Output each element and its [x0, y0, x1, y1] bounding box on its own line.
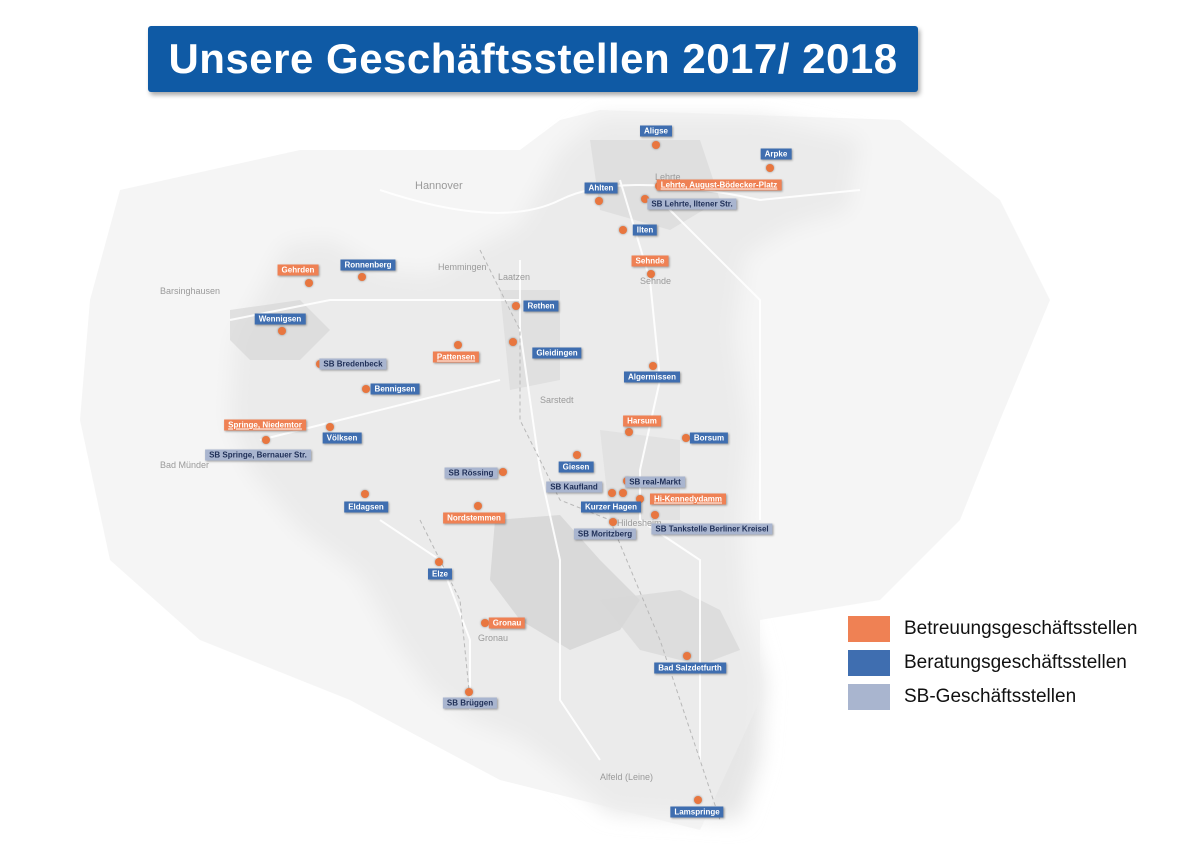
- branch-dot[interactable]: [649, 362, 657, 370]
- branch-label-sb[interactable]: SB Bredenbeck: [319, 358, 387, 370]
- branch-label-beratung[interactable]: Elze: [427, 568, 453, 580]
- place-name-hannover: Hannover: [415, 180, 463, 192]
- branch-dot[interactable]: [647, 270, 655, 278]
- branch-dot[interactable]: [694, 796, 702, 804]
- legend: Betreuungsgeschäftsstellen Beratungsgesc…: [848, 612, 1188, 714]
- branch-dot[interactable]: [361, 490, 369, 498]
- place-name-lehrte: Lehrte: [655, 172, 681, 182]
- branch-label-sb[interactable]: SB Rössing: [444, 467, 498, 479]
- branch-dot[interactable]: [619, 489, 627, 497]
- branch-label-beratung[interactable]: Kurzer Hagen: [580, 501, 642, 513]
- branch-dot[interactable]: [573, 451, 581, 459]
- branch-dot[interactable]: [619, 226, 627, 234]
- legend-item-betreuung: Betreuungsgeschäftsstellen: [848, 612, 1188, 646]
- branch-dot[interactable]: [499, 468, 507, 476]
- place-name-hildesheim: Hildesheim: [617, 518, 662, 528]
- branch-label-beratung[interactable]: Giesen: [558, 461, 594, 473]
- branch-dot[interactable]: [454, 341, 462, 349]
- branch-dot[interactable]: [641, 195, 649, 203]
- branch-label-beratung[interactable]: Ronnenberg: [340, 259, 396, 271]
- branch-dot[interactable]: [262, 436, 270, 444]
- branch-dot[interactable]: [509, 338, 517, 346]
- branch-label-betreuung[interactable]: Sehnde: [631, 255, 669, 267]
- branch-label-beratung[interactable]: Aligse: [639, 125, 673, 137]
- place-name-sarstedt: Sarstedt: [540, 395, 574, 405]
- branch-label-sb[interactable]: SB Moritzberg: [573, 528, 637, 540]
- branch-dot[interactable]: [609, 518, 617, 526]
- legend-label: Betreuungsgeschäftsstellen: [904, 618, 1138, 639]
- branch-label-betreuung[interactable]: Lehrte, August-Bödecker-Platz: [656, 179, 782, 191]
- branch-label-sb[interactable]: SB Springe, Bernauer Str.: [205, 449, 311, 461]
- page-title: Unsere Geschäftsstellen 2017/ 2018: [168, 35, 898, 82]
- branch-label-sb[interactable]: SB Tankstelle Berliner Kreisel: [651, 523, 773, 535]
- branch-dot[interactable]: [435, 558, 443, 566]
- branch-dot[interactable]: [362, 385, 370, 393]
- legend-swatch-sb: [848, 684, 890, 710]
- branch-label-betreuung[interactable]: Hi-Kennedydamm: [649, 493, 727, 505]
- legend-item-sb: SB-Geschäftsstellen: [848, 680, 1188, 714]
- place-name-alfeld: Alfeld (Leine): [600, 772, 654, 782]
- branch-label-beratung[interactable]: Völksen: [322, 432, 362, 444]
- branch-label-beratung[interactable]: Lamspringe: [670, 806, 724, 818]
- branch-dot[interactable]: [682, 434, 690, 442]
- branch-label-beratung[interactable]: Bennigsen: [370, 383, 420, 395]
- legend-swatch-betreuung: [848, 616, 890, 642]
- branch-label-sb[interactable]: SB Kaufland: [546, 481, 602, 493]
- branch-label-beratung[interactable]: Gleidingen: [532, 347, 582, 359]
- place-name-hemmingen: Hemmingen: [438, 262, 487, 272]
- place-name-laatzen: Laatzen: [498, 272, 531, 282]
- branch-dot[interactable]: [305, 279, 313, 287]
- place-name-gronau: Gronau: [478, 633, 509, 643]
- branch-dot[interactable]: [481, 619, 489, 627]
- title-banner: Unsere Geschäftsstellen 2017/ 2018: [148, 26, 918, 92]
- branch-dot[interactable]: [766, 164, 774, 172]
- branch-label-beratung[interactable]: Bad Salzdetfurth: [654, 662, 726, 674]
- branch-label-sb[interactable]: SB real-Markt: [625, 476, 685, 488]
- branch-label-beratung[interactable]: Wennigsen: [254, 313, 306, 325]
- place-name-sehnde: Sehnde: [640, 276, 672, 286]
- branch-dot[interactable]: [608, 489, 616, 497]
- legend-swatch-beratung: [848, 650, 890, 676]
- legend-label: SB-Geschäftsstellen: [904, 686, 1077, 707]
- branch-dot[interactable]: [652, 141, 660, 149]
- branch-label-betreuung[interactable]: Gehrden: [277, 264, 319, 276]
- branch-dot[interactable]: [651, 511, 659, 519]
- branch-dot[interactable]: [474, 502, 482, 510]
- branch-label-beratung[interactable]: Borsum: [689, 432, 729, 444]
- branch-label-betreuung[interactable]: Pattensen: [432, 351, 480, 363]
- legend-label: Beratungsgeschäftsstellen: [904, 652, 1127, 673]
- branch-dot[interactable]: [358, 273, 366, 281]
- branch-label-beratung[interactable]: Arpke: [760, 148, 792, 160]
- branch-label-beratung[interactable]: Ahlten: [584, 182, 618, 194]
- place-name-barsinghausen: Barsinghausen: [160, 286, 221, 296]
- branch-dot[interactable]: [625, 428, 633, 436]
- branch-label-beratung[interactable]: Rethen: [523, 300, 559, 312]
- branch-label-betreuung[interactable]: Gronau: [488, 617, 526, 629]
- legend-item-beratung: Beratungsgeschäftsstellen: [848, 646, 1188, 680]
- branch-dot[interactable]: [512, 302, 520, 310]
- branch-label-betreuung[interactable]: Springe, Niedemtor: [224, 419, 306, 431]
- branch-dot[interactable]: [683, 652, 691, 660]
- rail-lines: [419, 249, 721, 821]
- branch-label-beratung[interactable]: Ilten: [632, 224, 658, 236]
- place-name-bad-muender: Bad Münder: [160, 460, 210, 470]
- branch-label-sb[interactable]: SB Brüggen: [442, 697, 498, 709]
- branch-label-sb[interactable]: SB Lehrte, Iltener Str.: [647, 198, 737, 210]
- branch-label-beratung[interactable]: Eldagsen: [344, 501, 388, 513]
- branch-label-beratung[interactable]: Algermissen: [623, 371, 681, 383]
- branch-dot[interactable]: [636, 495, 644, 503]
- branch-dot[interactable]: [326, 423, 334, 431]
- branch-dot[interactable]: [595, 197, 603, 205]
- branch-label-betreuung[interactable]: Nordstemmen: [443, 512, 505, 524]
- branch-dot[interactable]: [278, 327, 286, 335]
- branch-label-betreuung[interactable]: Harsum: [623, 415, 661, 427]
- branch-dot[interactable]: [465, 688, 473, 696]
